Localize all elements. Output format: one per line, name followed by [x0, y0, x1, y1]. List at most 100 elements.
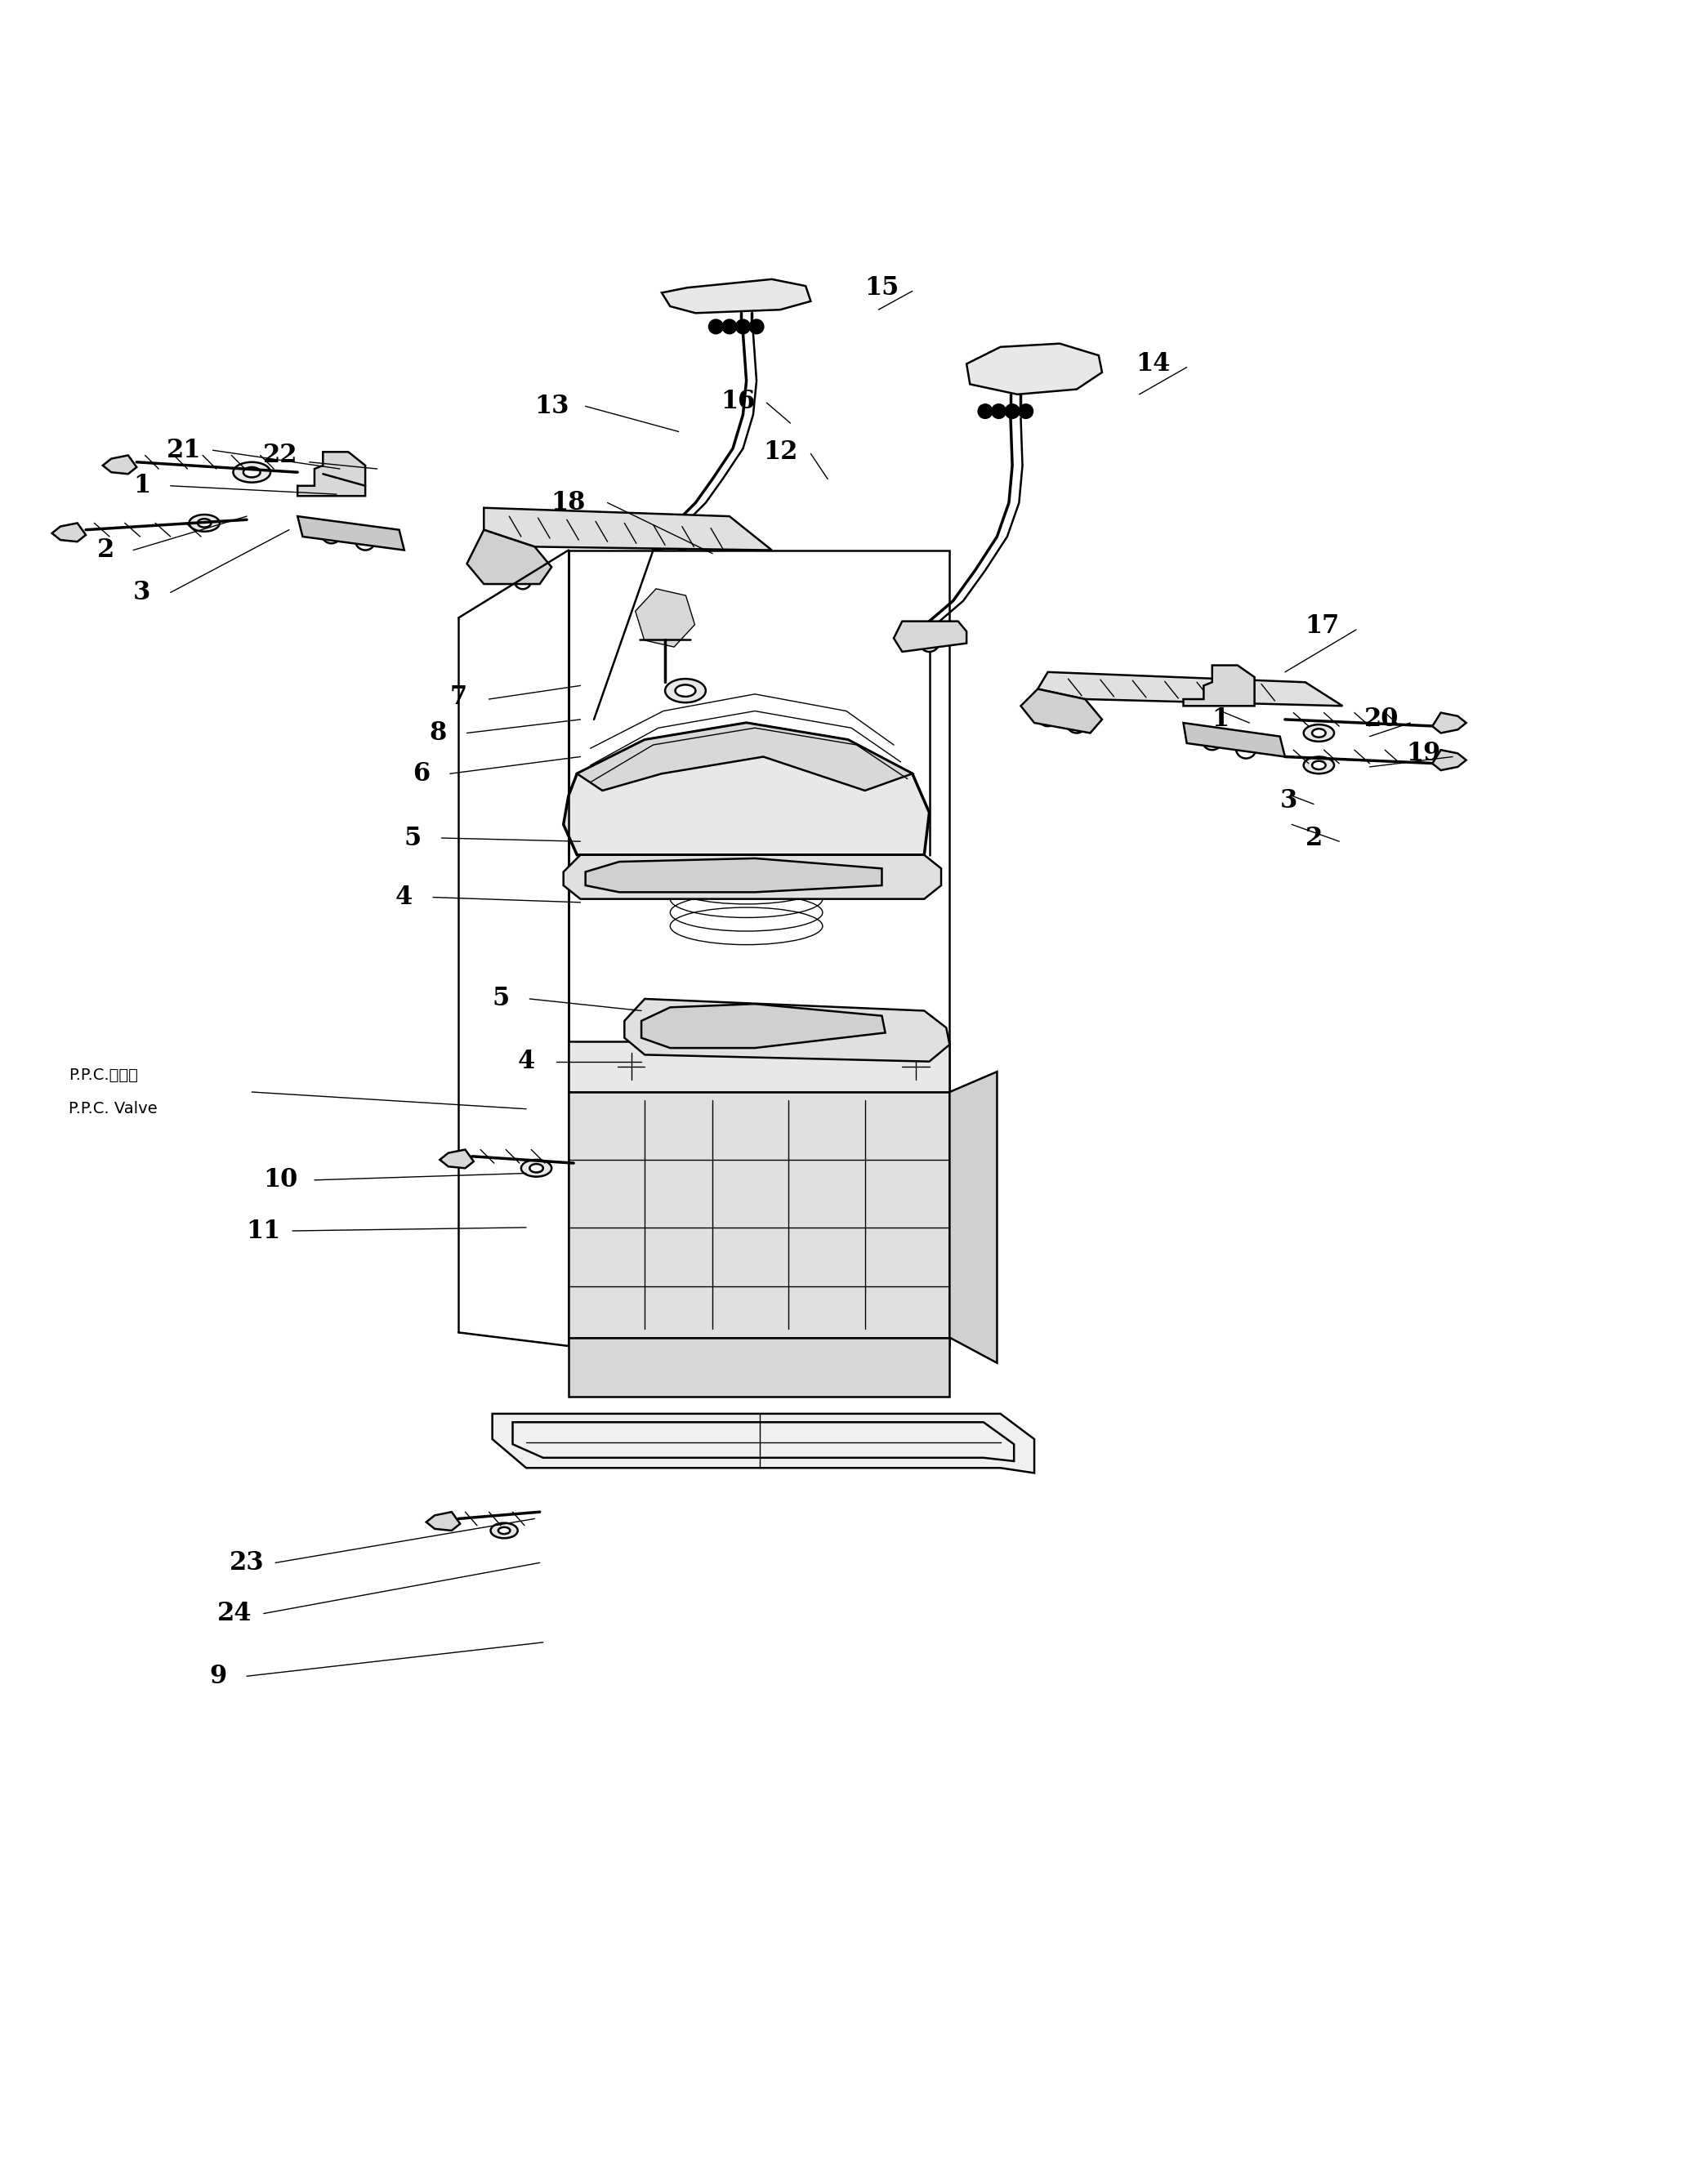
Circle shape [709, 319, 722, 334]
Text: P.P.C. Valve: P.P.C. Valve [70, 1101, 158, 1116]
Circle shape [992, 404, 1006, 417]
Circle shape [902, 1053, 929, 1081]
Ellipse shape [232, 463, 270, 483]
Ellipse shape [499, 1527, 510, 1533]
Circle shape [672, 531, 692, 550]
Text: 4: 4 [395, 885, 412, 911]
Text: 8: 8 [429, 721, 446, 745]
Text: 4: 4 [517, 1048, 534, 1075]
Ellipse shape [529, 1164, 543, 1173]
Polygon shape [1184, 666, 1255, 705]
Text: 2: 2 [97, 537, 115, 563]
Polygon shape [585, 858, 882, 893]
Circle shape [951, 1428, 975, 1452]
Text: 18: 18 [551, 489, 585, 515]
Polygon shape [661, 280, 811, 312]
Text: 3: 3 [1280, 788, 1297, 812]
Circle shape [614, 1053, 641, 1081]
Text: 15: 15 [865, 275, 899, 301]
Circle shape [700, 1439, 724, 1463]
Circle shape [599, 1435, 622, 1459]
Ellipse shape [665, 679, 706, 703]
Ellipse shape [243, 467, 259, 478]
Polygon shape [644, 520, 721, 550]
Polygon shape [492, 1413, 1035, 1472]
Ellipse shape [198, 520, 212, 526]
Text: 12: 12 [763, 439, 797, 465]
Polygon shape [624, 998, 950, 1061]
Circle shape [904, 1435, 928, 1459]
Polygon shape [1433, 749, 1467, 771]
Text: 13: 13 [534, 393, 568, 419]
Circle shape [1067, 712, 1087, 734]
Circle shape [951, 1420, 975, 1441]
Polygon shape [577, 723, 912, 791]
Text: 22: 22 [263, 443, 298, 467]
Circle shape [1006, 404, 1019, 417]
Text: 3: 3 [132, 579, 151, 605]
Ellipse shape [490, 1522, 517, 1538]
Circle shape [321, 522, 341, 544]
Circle shape [722, 319, 736, 334]
Polygon shape [103, 454, 137, 474]
Circle shape [487, 566, 504, 583]
Polygon shape [297, 452, 365, 496]
Polygon shape [967, 343, 1102, 395]
Circle shape [919, 631, 940, 651]
Text: 24: 24 [217, 1601, 253, 1627]
Circle shape [548, 1426, 572, 1450]
Text: 6: 6 [412, 760, 429, 786]
Text: 1: 1 [1213, 708, 1230, 732]
Circle shape [514, 572, 531, 590]
Circle shape [802, 1439, 826, 1463]
Ellipse shape [1313, 760, 1326, 769]
Polygon shape [894, 620, 967, 651]
Polygon shape [483, 509, 772, 550]
Polygon shape [563, 854, 941, 900]
Ellipse shape [1313, 729, 1326, 738]
Polygon shape [426, 1511, 460, 1531]
Text: 20: 20 [1364, 708, 1399, 732]
Text: 2: 2 [1306, 826, 1323, 850]
Circle shape [1236, 738, 1257, 758]
Text: 16: 16 [721, 389, 755, 413]
Text: 7: 7 [449, 686, 466, 710]
Polygon shape [568, 1042, 950, 1092]
Circle shape [750, 319, 763, 334]
Polygon shape [641, 1005, 885, 1048]
Text: P.P.C.バルブ: P.P.C.バルブ [70, 1068, 137, 1083]
Circle shape [1019, 404, 1033, 417]
Ellipse shape [521, 1160, 551, 1177]
Polygon shape [1184, 723, 1286, 756]
Circle shape [1038, 705, 1058, 727]
Text: 9: 9 [209, 1664, 227, 1688]
Polygon shape [439, 1149, 473, 1168]
Text: 21: 21 [166, 437, 202, 463]
Text: 14: 14 [1136, 352, 1170, 376]
Text: 10: 10 [263, 1168, 298, 1192]
Circle shape [548, 1415, 572, 1439]
Polygon shape [563, 723, 929, 854]
Text: 17: 17 [1304, 614, 1340, 640]
Polygon shape [950, 1072, 997, 1363]
Text: 5: 5 [404, 826, 421, 850]
Circle shape [354, 531, 375, 550]
Ellipse shape [1304, 756, 1335, 773]
Polygon shape [466, 531, 551, 583]
Text: 1: 1 [132, 474, 151, 498]
Text: 5: 5 [492, 987, 509, 1011]
Polygon shape [1021, 688, 1102, 734]
Text: 11: 11 [246, 1219, 282, 1243]
Polygon shape [1433, 712, 1467, 734]
Circle shape [1202, 729, 1223, 749]
Circle shape [736, 319, 750, 334]
Circle shape [979, 404, 992, 417]
Polygon shape [568, 1337, 950, 1398]
Polygon shape [297, 515, 404, 550]
Ellipse shape [675, 686, 695, 697]
Text: 23: 23 [229, 1551, 265, 1575]
Ellipse shape [1304, 725, 1335, 743]
Text: 19: 19 [1406, 740, 1442, 767]
Polygon shape [568, 1092, 950, 1337]
Polygon shape [1038, 673, 1343, 705]
